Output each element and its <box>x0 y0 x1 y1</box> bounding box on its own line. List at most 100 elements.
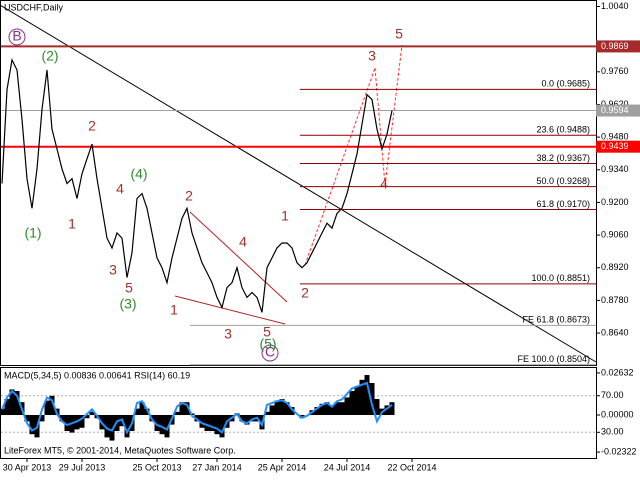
macd-bar <box>199 414 205 428</box>
wave-label: C <box>265 344 275 360</box>
fibo-label: 0.0 (0.9685) <box>541 79 590 89</box>
wave-circle <box>8 28 26 46</box>
fe-label: FE 61.8 (0.8673) <box>522 315 590 325</box>
fibo-label: 23.6 (0.9488) <box>536 125 590 135</box>
y-tick-label: -0.02322 <box>601 446 637 456</box>
macd-bar <box>164 414 170 438</box>
macd-bar <box>314 407 320 415</box>
wave-label: 4 <box>116 181 124 197</box>
x-tick-label: 27 Jan 2014 <box>192 462 242 472</box>
macd-bar <box>269 405 275 415</box>
wave-label: 2 <box>301 285 309 301</box>
y-tick-label: 0.8920 <box>601 262 629 272</box>
wave-label: 5 <box>125 280 133 296</box>
macd-bar <box>139 402 145 415</box>
rsi-line <box>1 381 393 435</box>
macd-bar <box>279 399 285 415</box>
macd-bar <box>354 386 360 415</box>
macd-bar <box>174 411 180 415</box>
wedge-line <box>174 295 286 325</box>
macd-bar <box>194 414 200 422</box>
indicator-label: MACD(5,34,5) 0.00836 0.00641 RSI(14) 60.… <box>4 370 190 380</box>
macd-bar <box>4 399 10 415</box>
macd-bar <box>339 402 345 415</box>
wave-label: 3 <box>368 48 376 64</box>
macd-bar <box>364 375 370 415</box>
wave-label: (5) <box>259 336 276 352</box>
wave-label: 1 <box>68 216 76 232</box>
macd-bar <box>274 400 280 415</box>
x-tick-label: 22 Oct 2014 <box>387 462 436 472</box>
wave-label: 4 <box>380 176 388 192</box>
macd-bar <box>124 414 130 438</box>
macd-bar <box>204 414 210 431</box>
macd-bar <box>89 411 95 415</box>
macd-bar <box>214 414 220 435</box>
y2-tick-label: 30.00 <box>601 427 624 437</box>
y-tick-label: 0.00000 <box>601 409 634 419</box>
macd-bar <box>349 391 355 415</box>
macd-bar <box>44 400 50 415</box>
macd-bar <box>24 414 30 422</box>
y-tick-label: 0.9760 <box>601 66 629 76</box>
x-tick-label: 25 Oct 2013 <box>132 462 181 472</box>
main-pane <box>0 0 597 366</box>
y-tick-label: 0.9480 <box>601 132 629 142</box>
wave-label: 1 <box>281 208 289 224</box>
macd-bar <box>209 414 215 431</box>
macd-bar <box>239 414 245 422</box>
macd-bar <box>389 402 395 415</box>
macd-bar <box>369 383 375 415</box>
macd-bar <box>289 407 295 415</box>
wave-label: (4) <box>130 166 147 182</box>
macd-bar <box>249 414 255 422</box>
macd-bar <box>329 405 335 415</box>
wave-label: 2 <box>185 188 193 204</box>
y-tick-label: 0.9060 <box>601 229 629 239</box>
macd-bar <box>219 414 225 438</box>
macd-bar <box>374 399 380 415</box>
x-tick-label: 29 Jul 2013 <box>59 462 106 472</box>
macd-bar <box>179 402 185 415</box>
macd-bar <box>104 414 110 438</box>
y-tick-label: 0.02632 <box>601 367 634 377</box>
y-tick-label: 0.8640 <box>601 327 629 337</box>
macd-bar <box>9 389 15 415</box>
macd-bar <box>39 414 45 422</box>
y-tick-label: 0.9200 <box>601 197 629 207</box>
macd-bar <box>0 408 5 415</box>
macd-bar <box>79 414 85 428</box>
price-box <box>596 140 640 153</box>
footer: LiteForex MT5, © 2001-2014, MetaQuotes S… <box>4 445 236 455</box>
macd-bar <box>84 414 90 419</box>
wave-label: 4 <box>239 234 247 250</box>
wave-label: B <box>12 28 21 44</box>
macd-bar <box>184 402 190 415</box>
macd-bar <box>29 414 35 435</box>
chart-title: USDCHF,Daily <box>4 2 64 12</box>
wave-circle <box>261 344 279 362</box>
wave-label: 3 <box>224 326 232 342</box>
macd-bar <box>334 402 340 415</box>
fe-label: FE 100.0 (0.8504) <box>517 354 590 364</box>
y-tick-label: 0.9340 <box>601 164 629 174</box>
price-box-label: 0.9594 <box>601 105 629 115</box>
indicator-pane <box>0 367 597 459</box>
price-line-series <box>1 57 393 313</box>
macd-bar <box>154 414 160 431</box>
macd-bar <box>319 403 325 415</box>
macd-bar <box>284 402 290 415</box>
y-tick-label: 1.0040 <box>601 1 629 11</box>
wave-label: (3) <box>119 296 136 312</box>
macd-bar <box>159 414 165 435</box>
fibo-label: 100.0 (0.8851) <box>531 273 590 283</box>
macd-bar <box>109 414 115 441</box>
wave-label: 5 <box>263 324 271 340</box>
price-box-label: 0.9439 <box>601 141 629 151</box>
macd-bar <box>244 414 250 425</box>
x-tick-label: 30 Apr 2013 <box>3 462 52 472</box>
x-tick-label: 25 Apr 2014 <box>258 462 307 472</box>
wedge-line <box>189 211 288 303</box>
price-box-label: 0.9869 <box>601 41 629 51</box>
